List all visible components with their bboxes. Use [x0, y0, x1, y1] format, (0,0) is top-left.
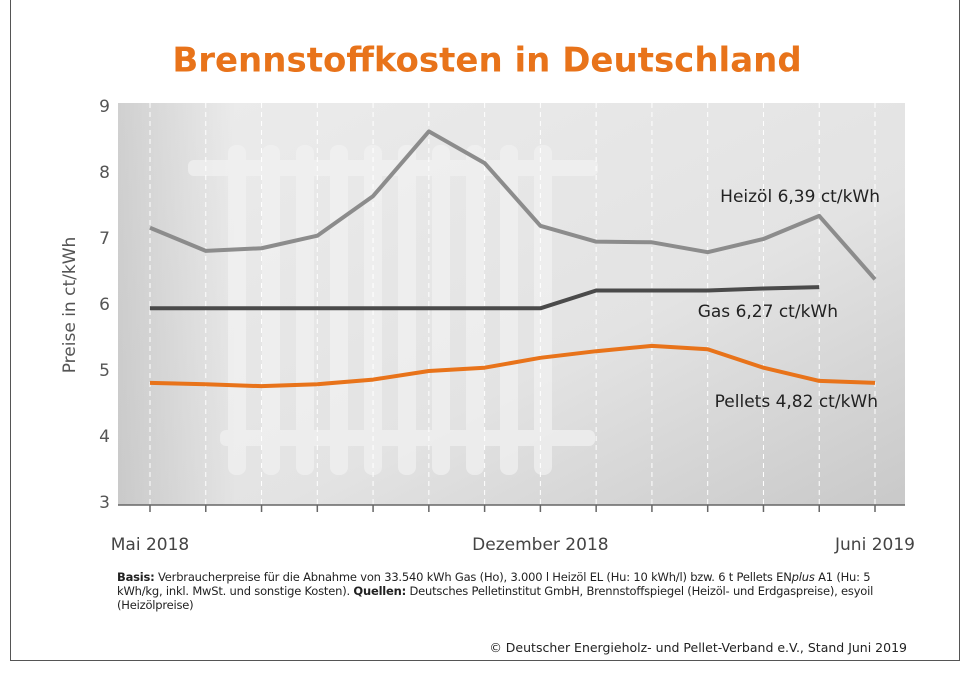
- footnote-text: Verbraucherpreise für die Abnahme von 33…: [155, 570, 792, 584]
- series-label: Pellets 4,82 ct/kWh: [715, 392, 878, 412]
- y-tick-label: 8: [99, 163, 110, 183]
- footnote-bold: Quellen:: [353, 584, 406, 598]
- footnote-bold: Basis:: [117, 570, 155, 584]
- footnote-italic: plus: [792, 570, 815, 584]
- y-axis-label: Preise in ct/kWh: [60, 237, 80, 374]
- series-label: Gas 6,27 ct/kWh: [698, 302, 838, 322]
- y-tick-label: 4: [99, 427, 110, 447]
- y-tick-label: 3: [99, 493, 110, 513]
- series-label: Heizöl 6,39 ct/kWh: [720, 187, 880, 207]
- x-tick-label: Dezember 2018: [472, 535, 608, 555]
- page: Brennstoffkosten in Deutschland Preise i…: [0, 0, 975, 682]
- copyright: © Deutscher Energieholz- und Pellet-Verb…: [489, 640, 907, 655]
- x-tick-label: Mai 2018: [111, 535, 189, 555]
- x-tick-label: Juni 2019: [834, 535, 915, 555]
- footnote: Basis: Verbraucherpreise für die Abnahme…: [117, 570, 917, 612]
- y-tick-label: 7: [99, 229, 110, 249]
- y-tick-label: 6: [99, 295, 110, 315]
- chart-title: Brennstoffkosten in Deutschland: [172, 41, 801, 81]
- y-tick-label: 9: [99, 97, 110, 117]
- y-tick-label: 5: [99, 361, 110, 381]
